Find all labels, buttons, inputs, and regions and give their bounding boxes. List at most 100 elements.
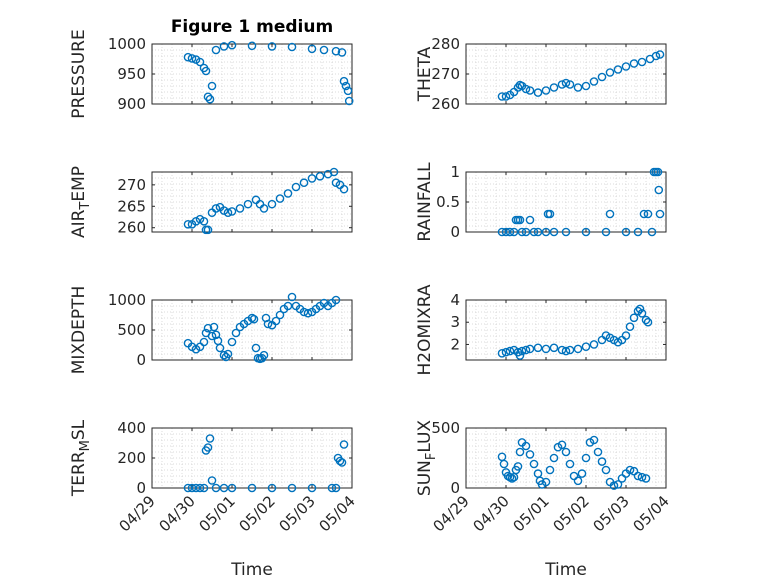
grid	[466, 172, 666, 232]
y-tick-label: 400	[117, 419, 146, 437]
y-tick-label: 3	[450, 313, 460, 331]
grid	[152, 172, 352, 232]
data-point	[643, 209, 653, 219]
data-point	[205, 434, 215, 443]
series-markers	[183, 292, 341, 364]
data-point	[637, 309, 647, 318]
data-point	[497, 92, 507, 101]
data-point	[533, 343, 543, 353]
data-point	[259, 204, 269, 213]
y-axis-label: PRESSURE	[69, 29, 89, 118]
data-point	[647, 227, 657, 237]
y-axis-label: MIXDEPTH	[69, 286, 89, 375]
data-point	[521, 227, 531, 237]
data-point	[183, 219, 193, 229]
data-point	[541, 344, 551, 354]
data-point	[299, 178, 309, 188]
panel-air_temp: 260 265 270 AIRTEMP	[69, 166, 353, 238]
data-point	[635, 304, 645, 314]
data-point	[183, 483, 193, 493]
data-point	[655, 50, 665, 59]
y-axis-label: THETA	[415, 46, 435, 102]
series-markers	[497, 50, 665, 101]
data-point	[199, 216, 209, 226]
data-point	[655, 209, 665, 219]
axes-frame	[465, 171, 667, 233]
data-point	[339, 440, 349, 449]
data-point	[505, 346, 515, 356]
y-tick-label: 0.5	[436, 193, 460, 211]
data-point	[609, 481, 619, 490]
data-point	[573, 344, 583, 354]
axes-frame	[151, 299, 353, 361]
data-point	[335, 456, 345, 466]
data-point	[329, 167, 339, 177]
data-point	[211, 204, 221, 213]
panel-h2omixratio: 2 3 4 H2OMIXRA	[415, 284, 667, 376]
grid	[152, 428, 352, 488]
y-tick-label: 1000	[108, 291, 146, 309]
data-point	[227, 207, 237, 216]
data-point	[521, 84, 531, 94]
data-point	[589, 77, 599, 86]
data-point	[199, 483, 209, 493]
data-point	[545, 465, 555, 475]
data-point	[319, 45, 329, 55]
y-tick-label: 280	[431, 35, 460, 53]
data-point	[219, 42, 229, 51]
data-point	[589, 340, 599, 349]
data-point	[327, 483, 337, 493]
data-point	[541, 86, 551, 95]
data-point	[573, 83, 583, 92]
data-point	[625, 322, 635, 331]
data-point	[529, 459, 539, 469]
data-point	[195, 483, 205, 493]
data-point	[201, 66, 211, 76]
data-point	[259, 350, 269, 360]
data-point	[525, 215, 535, 225]
data-point	[565, 459, 575, 469]
data-point	[521, 345, 531, 355]
data-point	[601, 227, 611, 237]
data-point	[207, 81, 217, 91]
data-point	[231, 328, 241, 338]
data-point	[589, 435, 599, 445]
y-tick-label: 950	[117, 65, 146, 83]
series-markers	[497, 435, 651, 490]
y-tick-label: 260	[117, 219, 146, 237]
y-tick-label: 200	[117, 449, 146, 467]
data-point	[549, 453, 559, 463]
data-point	[561, 78, 571, 88]
data-point	[641, 315, 651, 325]
data-point	[207, 331, 217, 341]
data-point	[557, 345, 567, 355]
data-point	[283, 189, 293, 198]
data-point	[643, 317, 653, 327]
data-point	[195, 57, 205, 67]
data-point	[565, 80, 575, 89]
y-tick-label: 2	[450, 335, 460, 353]
data-point	[621, 227, 631, 237]
axes-frame	[151, 43, 353, 105]
data-point	[211, 483, 221, 493]
data-point	[337, 48, 347, 57]
data-point	[247, 483, 257, 493]
y-tick-label: 500	[117, 321, 146, 339]
grid	[152, 300, 352, 360]
data-point	[651, 51, 661, 61]
data-point	[515, 447, 525, 457]
data-point	[227, 40, 237, 50]
data-point	[227, 483, 237, 493]
y-axis-label: H2OMIXRA	[415, 284, 435, 375]
y-tick-label: 900	[117, 95, 146, 113]
data-point	[331, 295, 341, 305]
data-point	[283, 301, 293, 311]
axes-frame	[465, 427, 667, 489]
data-point	[637, 472, 647, 482]
data-point	[577, 469, 587, 478]
data-point	[565, 345, 575, 355]
y-tick-label: 270	[117, 176, 146, 194]
y-tick-label: 265	[117, 197, 146, 215]
data-point	[513, 462, 523, 471]
